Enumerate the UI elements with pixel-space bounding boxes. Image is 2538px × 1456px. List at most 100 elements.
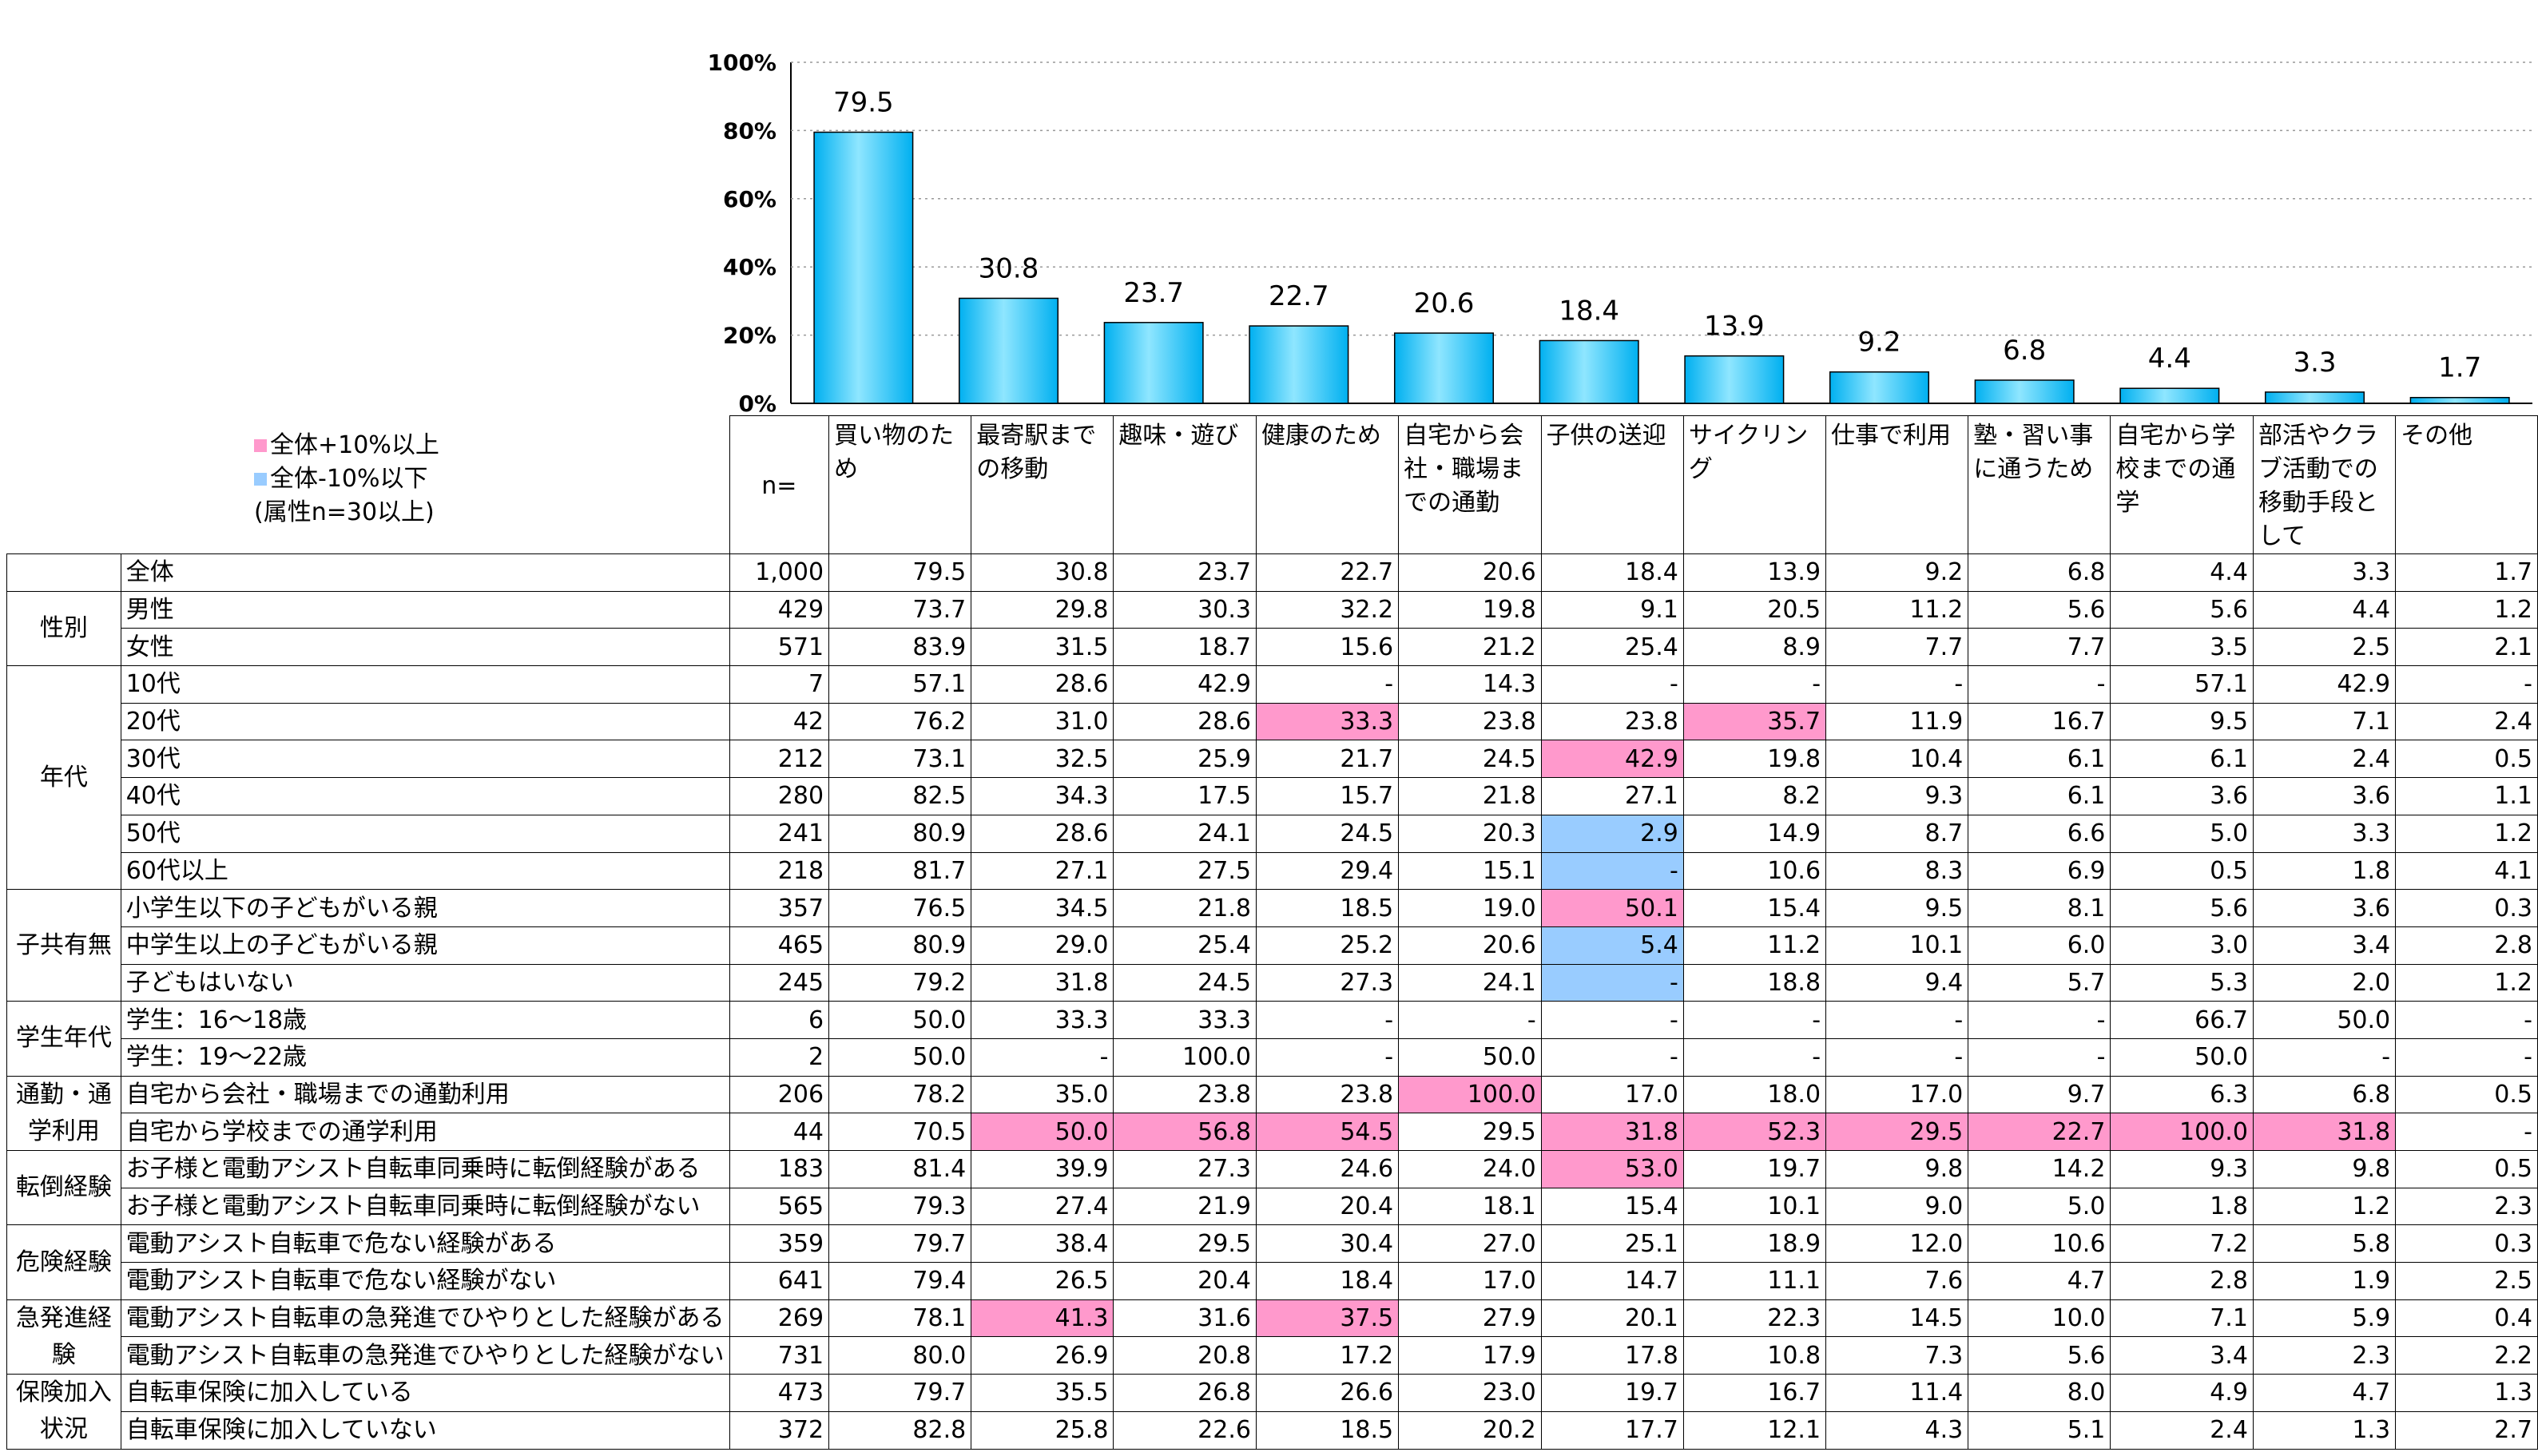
cell-n: 641 [729,1262,830,1300]
cell-value: 5.6 [1968,1336,2111,1375]
cell-value: 3.4 [2252,926,2397,965]
cell-value: 50.1 [1540,889,1684,927]
cell-n: 465 [729,926,830,965]
column-header: 塾・習い事に通うため [1968,415,2111,554]
table-row: 電動アシスト自転車で危ない経験がない 641 79.4 26.5 20.4 18.4 17.… [7,1262,2538,1300]
row-label: 自転車保険に加入している [120,1374,730,1412]
cell-value: - [971,1037,1114,1077]
bar-5 [1393,332,1495,404]
table-row: 30代 212 73.1 32.5 25.9 21.7 24.5 42.9 19.8 10.4 6.… [7,740,2538,778]
cell-value: 33.3 [1113,1001,1257,1039]
row-label: 50代 [120,814,730,852]
cell-value: 3.3 [2252,553,2397,592]
cell-value: 5.9 [2252,1299,2397,1337]
cell-value: 1.2 [2395,963,2538,1002]
y-tick-label: 20% [723,323,776,349]
table-row: 保険加入状況 自転車保険に加入している 473 79.7 35.5 26.8 26.6 23.… [6,1374,2538,1450]
cell-value: 5.4 [1540,926,1684,965]
cell-value: 6.6 [1968,814,2111,852]
cell-value: 25.9 [1113,740,1257,778]
cell-value: 79.7 [828,1374,972,1412]
cell-value: 32.2 [1255,590,1400,629]
cell-value: 17.7 [1540,1410,1684,1450]
cell-value: 1.2 [2252,1187,2397,1226]
cell-value: 14.5 [1825,1299,1969,1337]
cell-value: 56.8 [1113,1113,1257,1151]
cell-value: 20.8 [1113,1336,1257,1375]
cell-value: 20.1 [1540,1299,1684,1337]
cell-value: 7.2 [2110,1224,2254,1263]
bar-12 [2409,396,2510,404]
table-row: 50代 241 80.9 28.6 24.1 24.5 20.3 2.9 14.9 8.7 6.6 5… [7,814,2538,852]
cell-value: 2.7 [2395,1410,2538,1450]
column-header: その他 [2395,415,2538,554]
bar-value-label: 9.2 [1857,327,1901,359]
cell-value: 29.0 [971,926,1114,965]
cell-value: 7.3 [1825,1336,1969,1375]
cell-value: 2.2 [2395,1336,2538,1375]
cell-value: 50.0 [828,1037,972,1077]
cell-value: 24.5 [1255,814,1400,852]
cell-value: 5.0 [1968,1187,2111,1226]
bar-value-label: 6.8 [2003,335,2046,367]
cell-value: 2.3 [2252,1336,2397,1375]
cell-value: 2.0 [2252,963,2397,1002]
cell-value: 30.8 [971,553,1114,592]
bar-7 [1684,355,1785,404]
cell-value: - [1540,1001,1684,1039]
row-label: 女性 [120,628,730,667]
cell-value: 21.2 [1398,628,1542,667]
cell-value: 15.4 [1540,1187,1684,1226]
cell-value: 79.4 [828,1262,972,1300]
cell-value: 31.5 [971,628,1114,667]
cell-value: 7.6 [1825,1262,1969,1300]
cell-value: 27.0 [1398,1224,1542,1263]
header-n: n= [729,415,830,554]
row-label: 子どもはいない [120,963,730,1002]
cell-n: 1,000 [729,553,830,592]
cell-value: 6.8 [1968,553,2111,592]
cell-value: 10.1 [1825,926,1969,965]
cell-value: 4.9 [2110,1374,2254,1412]
cell-value: 9.8 [1825,1150,1969,1188]
cell-value: 2.8 [2110,1262,2254,1300]
column-header: 健康のため [1255,415,1400,554]
cell-value: 8.3 [1825,851,1969,891]
cell-value: 50.0 [2110,1037,2254,1077]
cell-value: 17.8 [1540,1336,1684,1375]
cell-value: - [2395,1113,2538,1151]
cell-value: 25.4 [1113,926,1257,965]
cell-value: 9.2 [1825,553,1969,592]
cell-value: 28.6 [971,814,1114,852]
cell-n: 183 [729,1150,830,1188]
cell-value: - [1398,1001,1542,1039]
bar-value-label: 20.6 [1414,288,1475,319]
cell-value: 18.0 [1682,1075,1827,1113]
row-label: 60代以上 [120,851,730,891]
table-row: 子どもはいない 245 79.2 31.8 24.5 27.3 24.1-18.8 9.4 5.… [7,963,2538,1002]
row-label: 電動アシスト自転車の急発進でひやりとした経験がない [120,1336,730,1375]
cell-n: 731 [729,1336,830,1375]
cell-value: 24.0 [1398,1150,1542,1188]
cell-value: 6.1 [1968,777,2111,815]
header-blank [6,415,730,554]
cell-value: 31.8 [2252,1113,2397,1151]
cell-value: 35.5 [971,1374,1114,1412]
cell-value: 0.5 [2395,1075,2538,1113]
cell-value: 18.9 [1682,1224,1827,1263]
cell-value: 15.7 [1255,777,1400,815]
cell-value: - [2395,665,2538,704]
cell-value: 20.5 [1682,590,1827,629]
cell-value: 100.0 [1113,1037,1257,1077]
row-label: 電動アシスト自転車の急発進でひやりとした経験がある [120,1299,730,1337]
cell-value: 17.0 [1825,1075,1969,1113]
cell-value: 29.5 [1113,1224,1257,1263]
row-label: 中学生以上の子どもがいる親 [120,926,730,965]
table-header-row: n= 買い物のため 最寄駅までの移動 趣味・遊び 健康のため 自宅から会社・職場までの通… [6,415,2538,554]
cell-value: 78.2 [828,1075,972,1113]
cell-value: 6.8 [2252,1075,2397,1113]
cell-n: 241 [729,814,830,852]
bar-value-label: 79.5 [833,87,894,119]
cell-value: 9.3 [2110,1150,2254,1188]
table-row: 40代 280 82.5 34.3 17.5 15.7 21.8 27.1 8.2 9.3 6.1 3… [7,777,2538,815]
